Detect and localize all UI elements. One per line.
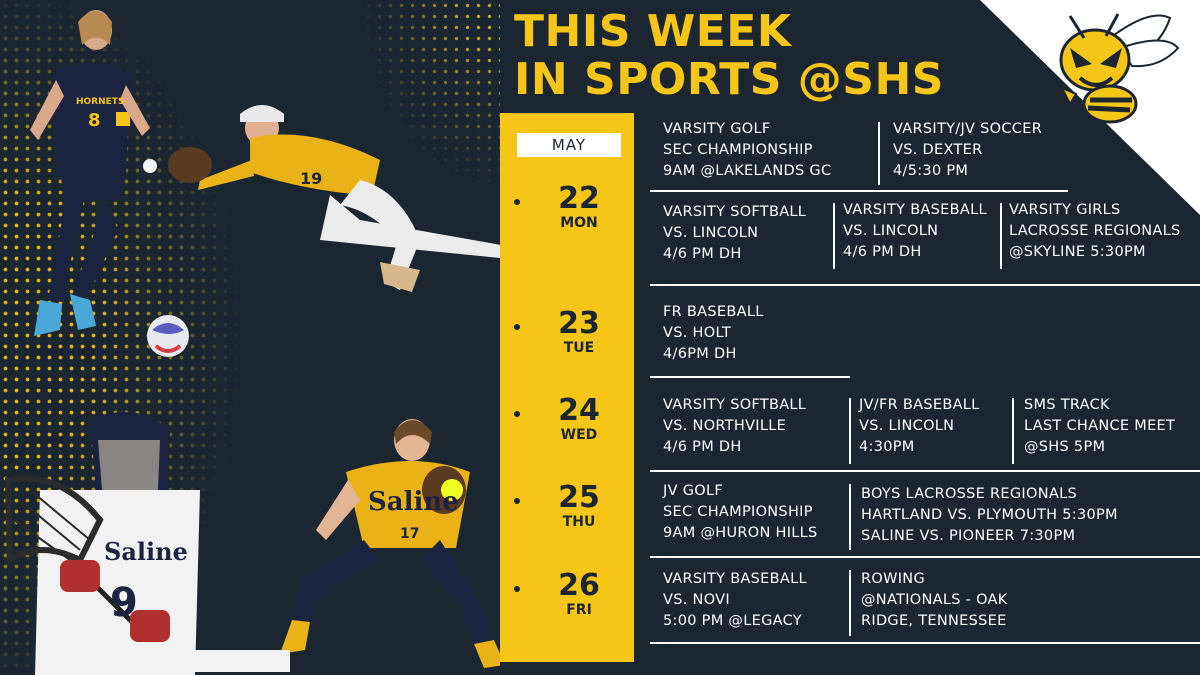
- row-divider: [650, 284, 1200, 286]
- lacrosse-jersey-text: Saline: [104, 537, 188, 566]
- event-boys-lacrosse-regionals: BOYS LACROSSE REGIONALS HARTLAND VS. PLY…: [861, 486, 1118, 544]
- day-23: 23 TUE: [500, 308, 634, 356]
- day-of-week: THU: [562, 514, 596, 530]
- divider: [849, 484, 851, 550]
- event-jv-golf: JV GOLF SEC CHAMPIONSHIP 9AM @HURON HILL…: [663, 483, 818, 541]
- bullet-icon: [514, 411, 520, 417]
- divider: [833, 203, 835, 269]
- day-number: 23: [558, 306, 600, 341]
- day-of-week: WED: [560, 427, 598, 443]
- day-number: 24: [558, 393, 600, 428]
- event-varsity-golf: VARSITY GOLF SEC CHAMPIONSHIP 9AM @LAKEL…: [663, 121, 832, 179]
- bullet-icon: [514, 586, 520, 592]
- day-25: 25 THU: [500, 482, 634, 530]
- softball-player-photo: Saline 17: [180, 419, 500, 672]
- day-number: 26: [558, 568, 600, 603]
- divider: [1000, 203, 1002, 269]
- event-varsity-baseball-lincoln: VARSITY BASEBALL VS. LINCOLN 4/6 PM DH: [843, 202, 987, 260]
- softball-jersey-number: 17: [400, 526, 419, 542]
- divider: [849, 398, 851, 464]
- day-of-week: TUE: [563, 340, 595, 356]
- day-24: 24 WED: [500, 395, 634, 443]
- soccer-jersey-text: HORNETS: [76, 97, 124, 107]
- event-fr-baseball-holt: FR BASEBALL VS. HOLT 4/6PM DH: [663, 304, 764, 362]
- event-girls-lacrosse-regionals: VARSITY GIRLS LACROSSE REGIONALS @SKYLIN…: [1009, 202, 1181, 260]
- row-divider: [650, 470, 1200, 472]
- row-divider: [650, 376, 850, 378]
- day-22: 22 MON: [500, 183, 634, 231]
- baseball-player-photo: 19: [168, 105, 500, 292]
- row-divider: [650, 556, 1200, 558]
- day-number: 25: [558, 480, 600, 515]
- day-26: 26 FRI: [500, 570, 634, 618]
- lacrosse-player-photo: Saline 9: [4, 412, 200, 675]
- divider: [878, 122, 880, 185]
- baseball-icon: [143, 159, 157, 173]
- page-title: THIS WEEK IN SPORTS @SHS: [514, 8, 944, 104]
- hornet-mascot-icon: [1059, 13, 1180, 124]
- event-rowing-nationals: ROWING @NATIONALS - OAK RIDGE, TENNESSEE: [861, 571, 1008, 629]
- event-varsity-softball-lincoln: VARSITY SOFTBALL VS. LINCOLN 4/6 PM DH: [663, 204, 807, 262]
- event-sms-track: SMS TRACK LAST CHANCE MEET @SHS 5PM: [1024, 397, 1176, 455]
- softball-jersey-text: Saline: [368, 487, 459, 517]
- baseball-jersey-number: 19: [300, 169, 322, 188]
- bullet-icon: [514, 199, 520, 205]
- title-line-1: THIS WEEK: [514, 6, 792, 57]
- soccer-player-photo: HORNETS 8: [30, 10, 150, 336]
- event-jv-fr-baseball-lincoln: JV/FR BASEBALL VS. LINCOLN 4:30PM: [859, 397, 980, 455]
- divider: [1012, 398, 1014, 464]
- bullet-icon: [514, 498, 520, 504]
- day-number: 22: [558, 181, 600, 216]
- event-varsity-softball-northville: VARSITY SOFTBALL VS. NORTHVILLE 4/6 PM D…: [663, 397, 807, 455]
- athlete-photos: HORNETS 8 19 Saline 9: [4, 10, 500, 675]
- event-varsity-baseball-novi: VARSITY BASEBALL VS. NOVI 5:00 PM @LEGAC…: [663, 571, 807, 629]
- month-label: MAY: [517, 133, 621, 157]
- day-of-week: MON: [560, 215, 598, 231]
- day-of-week: FRI: [566, 602, 592, 618]
- date-column: [500, 113, 634, 662]
- row-divider: [650, 190, 1068, 192]
- lacrosse-jersey-number: 9: [110, 580, 138, 626]
- bullet-icon: [514, 324, 520, 330]
- event-varsity-jv-soccer: VARSITY/JV SOCCER VS. DEXTER 4/5:30 PM: [893, 121, 1043, 179]
- divider: [849, 570, 851, 636]
- title-line-2: IN SPORTS @SHS: [514, 54, 944, 105]
- soccer-jersey-number: 8: [88, 110, 101, 131]
- row-divider: [650, 642, 1200, 644]
